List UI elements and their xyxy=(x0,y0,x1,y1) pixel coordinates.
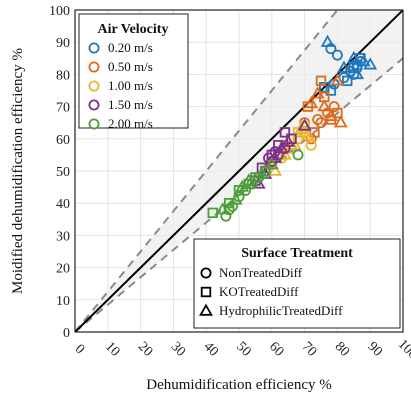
data-point-circle xyxy=(328,101,340,113)
data-point-triangle xyxy=(297,118,312,131)
legend-surface-treatment-title: Surface Treatment xyxy=(241,246,353,261)
legend-surface-treatment-box xyxy=(193,238,401,329)
data-point-triangle xyxy=(241,173,256,186)
data-point-triangle xyxy=(268,150,283,163)
y-axis-label: Moidified dehumidification efficiency % xyxy=(10,48,26,294)
data-point-triangle xyxy=(228,192,243,205)
y-tick-label: 90 xyxy=(56,36,70,51)
legend-velocity-marker xyxy=(88,99,100,111)
y-tick-label: 80 xyxy=(56,68,70,83)
legend-surface-marker-square xyxy=(200,286,212,298)
data-point-triangle xyxy=(346,50,361,63)
data-point-triangle xyxy=(317,99,332,112)
data-point-triangle xyxy=(268,163,283,176)
data-point-triangle xyxy=(264,157,279,170)
legend-surface-label: HydrophilicTreatedDiff xyxy=(219,303,343,318)
legend-velocity-label: 0.50 m/s xyxy=(108,59,153,74)
identity-line xyxy=(75,10,403,332)
data-point-square xyxy=(319,82,330,93)
legend-surface-label: KOTreatedDiff xyxy=(219,284,299,299)
legend-velocity-label: 1.00 m/s xyxy=(108,78,153,93)
y-tick-label: 0 xyxy=(63,326,70,341)
data-point-circle xyxy=(331,49,343,61)
data-point-square xyxy=(315,75,327,87)
legend-surface-treatment: Surface Treatment NonTreatedDiff KOTreate… xyxy=(193,238,401,329)
data-point-circle xyxy=(312,113,324,125)
data-point-triangle xyxy=(274,141,289,154)
y-tick-label: 70 xyxy=(56,101,70,116)
data-point-triangle xyxy=(337,60,351,73)
data-points xyxy=(207,34,378,222)
plot-frame xyxy=(74,9,404,333)
y-tick-label: 60 xyxy=(56,133,70,148)
data-point-triangle xyxy=(330,73,345,86)
legend-velocity-marker xyxy=(88,80,100,92)
legend-surface-marker-triangle xyxy=(199,303,213,316)
data-point-triangle xyxy=(215,202,230,215)
data-point-triangle xyxy=(294,121,309,134)
x-axis-label: Dehumidification efficiency % xyxy=(146,377,332,393)
legend-air-velocity: Air Velocity 0.20 m/s 0.50 m/s 1.00 m/s 1.5… xyxy=(78,13,189,131)
y-tick-label: 100 xyxy=(49,4,70,19)
y-tick-label: 50 xyxy=(56,165,70,180)
plot-border xyxy=(74,9,404,333)
y-tick-label: 20 xyxy=(56,262,70,277)
data-point-circle xyxy=(292,149,304,161)
data-point-triangle xyxy=(300,128,315,141)
legend-velocity-marker xyxy=(88,61,100,73)
legend-velocity-label: 0.20 m/s xyxy=(108,40,153,55)
legend-velocity-label: 2.00 m/s xyxy=(108,116,153,131)
y-tick-label: 40 xyxy=(56,197,70,212)
y-tick-labels: 0 10 20 30 40 50 60 70 80 90 100 xyxy=(49,4,70,341)
legend-velocity-marker xyxy=(88,42,100,54)
data-point-triangle xyxy=(281,134,296,147)
data-point-triangle xyxy=(350,66,365,80)
data-point-circle xyxy=(315,117,327,129)
data-point-triangle xyxy=(255,166,269,179)
data-point-triangle xyxy=(320,34,335,47)
data-point-square xyxy=(348,62,360,74)
data-point-triangle xyxy=(235,179,250,192)
legend-surface-label: NonTreatedDiff xyxy=(219,265,303,280)
legend-velocity-label: 1.50 m/s xyxy=(108,97,153,112)
data-point-triangle xyxy=(310,86,325,99)
legend-surface-marker-circle xyxy=(200,267,212,279)
data-point-square xyxy=(325,85,337,96)
data-point-triangle xyxy=(356,54,371,67)
data-point-triangle xyxy=(304,95,319,109)
data-point-square xyxy=(279,127,291,138)
legend-velocity-marker xyxy=(88,118,100,130)
data-point-circle xyxy=(305,139,317,151)
data-point-triangle xyxy=(323,108,338,121)
legend-air-velocity-title: Air Velocity xyxy=(98,22,169,37)
x-tick-labels: 0 10 20 30 40 50 60 70 80 90 100 xyxy=(72,337,411,362)
y-tick-label: 30 xyxy=(56,229,70,244)
data-point-square xyxy=(342,75,353,87)
data-point-triangle xyxy=(333,115,348,128)
y-tick-label: 10 xyxy=(56,294,70,309)
data-point-triangle xyxy=(363,57,378,70)
